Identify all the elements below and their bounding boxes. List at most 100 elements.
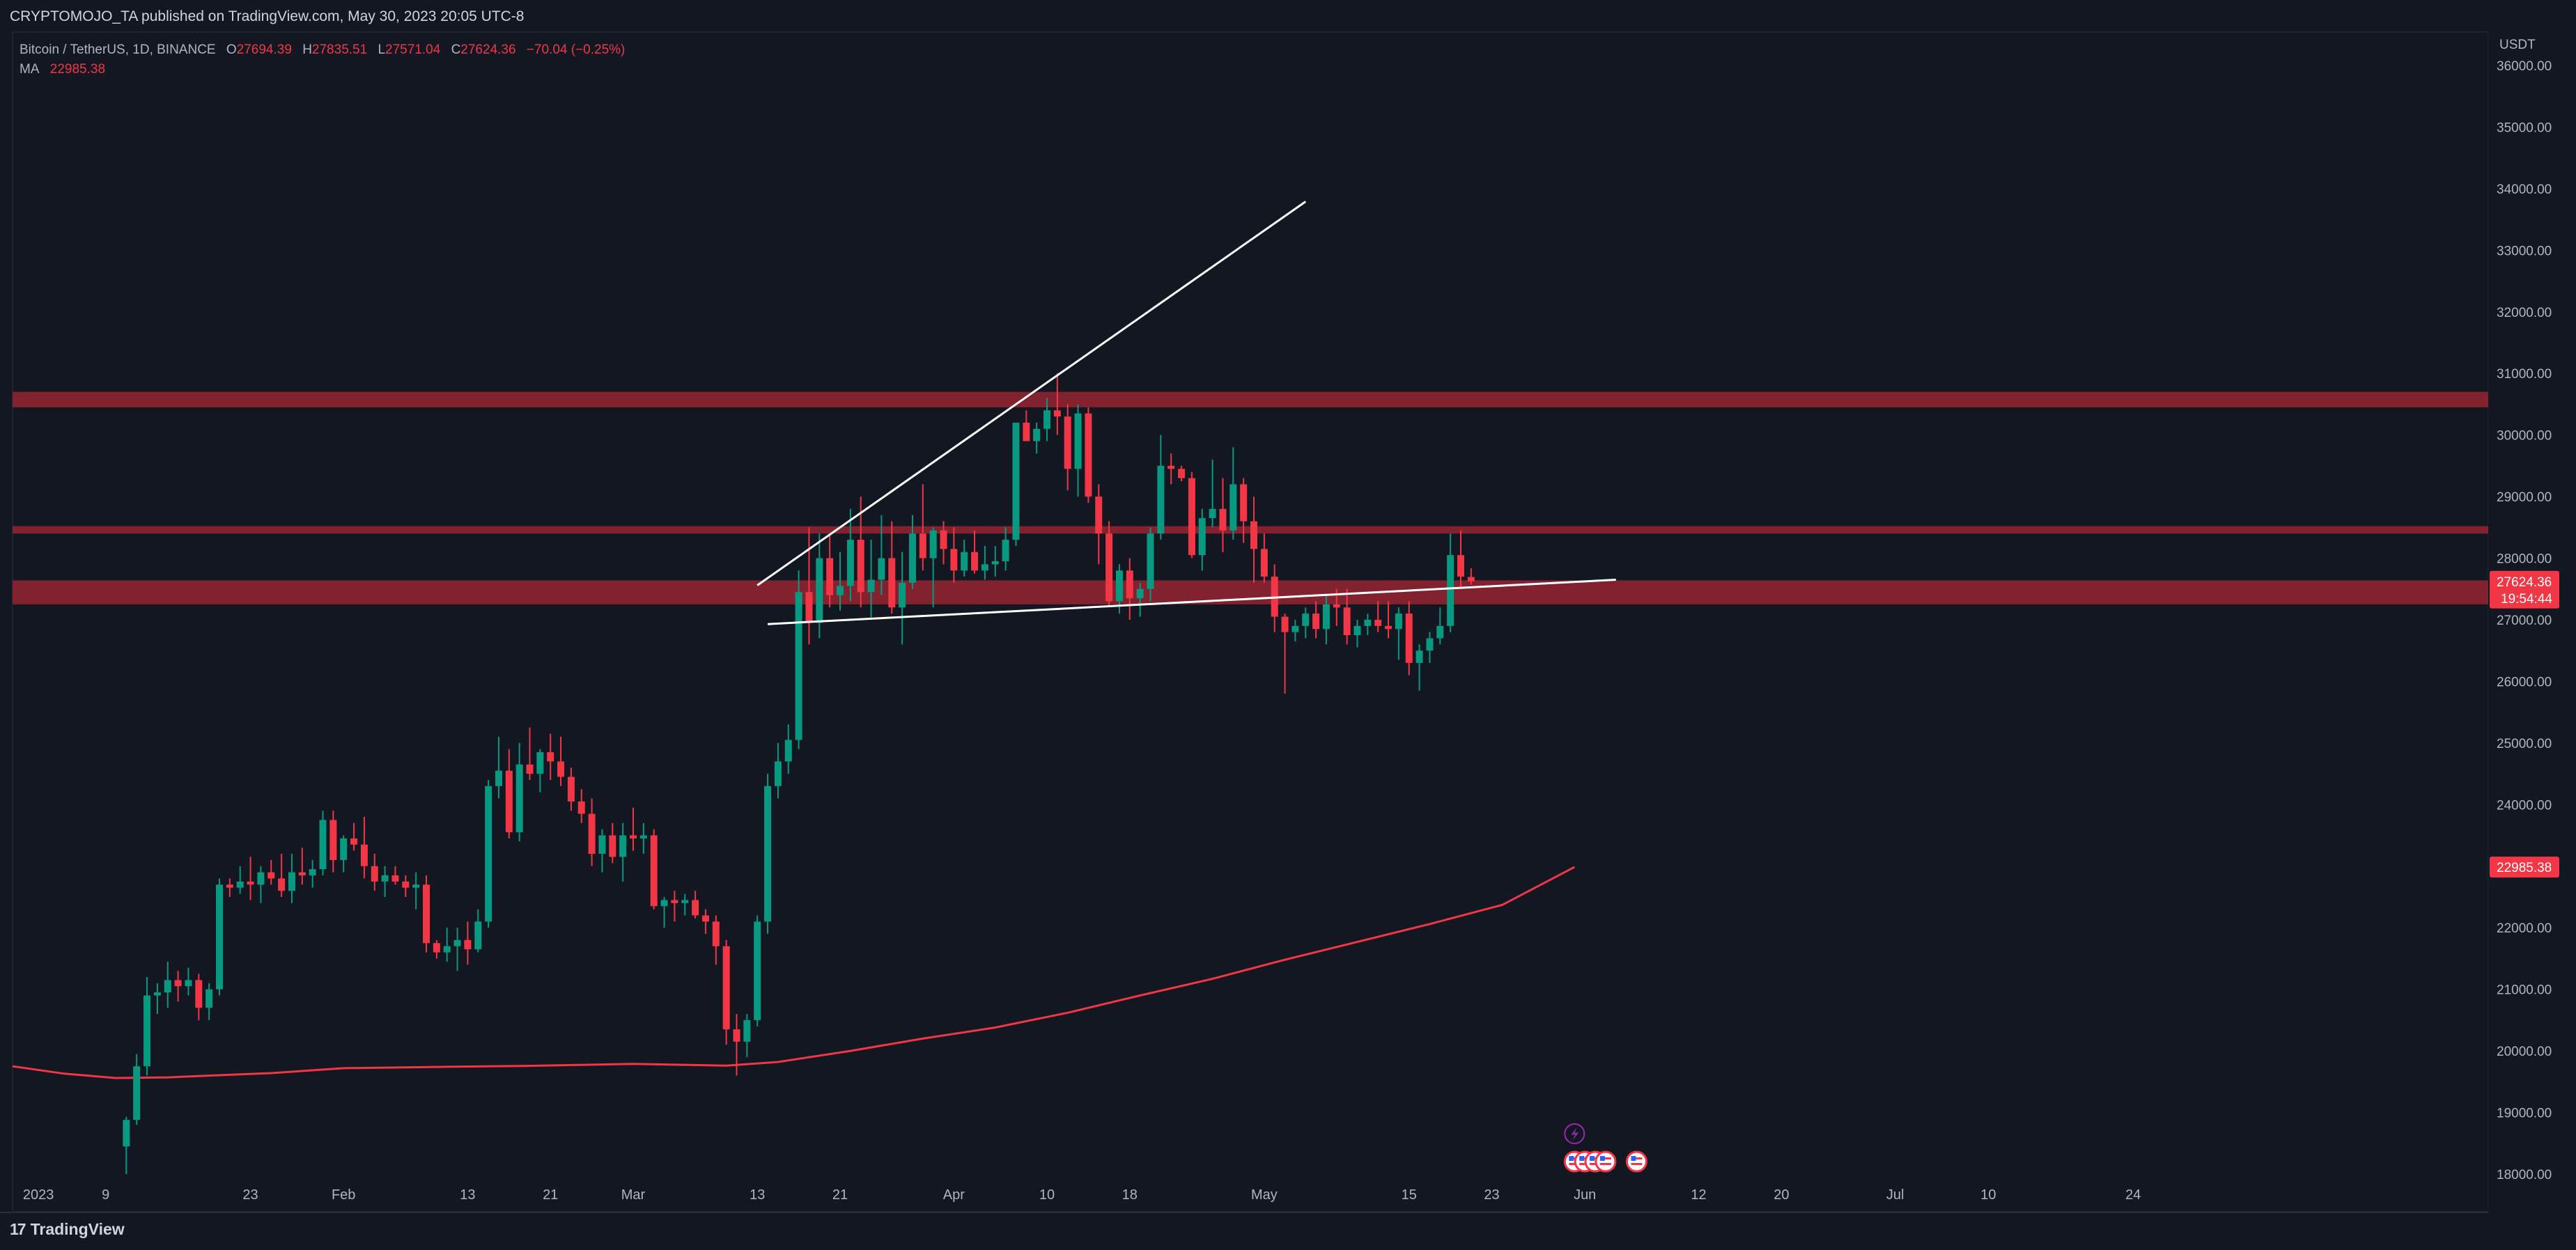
- tradingview-logo[interactable]: 17 TradingView: [10, 1220, 125, 1239]
- candle-body[interactable]: [1322, 604, 1330, 630]
- candle-body[interactable]: [630, 835, 637, 838]
- candle-body[interactable]: [412, 884, 420, 888]
- candle-body[interactable]: [1053, 410, 1061, 417]
- candle-body[interactable]: [671, 900, 678, 903]
- candle-body[interactable]: [1312, 614, 1320, 630]
- candle-body[interactable]: [1333, 604, 1340, 608]
- candle-body[interactable]: [278, 878, 286, 891]
- candle-body[interactable]: [961, 552, 968, 571]
- candle-body[interactable]: [1147, 533, 1154, 589]
- candle-body[interactable]: [1178, 469, 1186, 478]
- candle-body[interactable]: [1415, 650, 1423, 663]
- candle-body[interactable]: [536, 752, 544, 774]
- candle-body[interactable]: [309, 869, 316, 876]
- candle-body[interactable]: [547, 752, 554, 762]
- candle-body[interactable]: [681, 900, 689, 903]
- candle-body[interactable]: [991, 561, 999, 565]
- candle-body[interactable]: [919, 533, 926, 558]
- candle-body[interactable]: [660, 900, 668, 907]
- candle-body[interactable]: [567, 776, 575, 802]
- candle-body[interactable]: [143, 995, 151, 1067]
- candle-body[interactable]: [1136, 588, 1144, 599]
- candle-body[interactable]: [981, 564, 988, 571]
- candle-body[interactable]: [1198, 518, 1206, 556]
- candle-body[interactable]: [1353, 625, 1361, 636]
- candle-body[interactable]: [754, 921, 761, 1020]
- candle-body[interactable]: [1240, 484, 1248, 522]
- candle-body[interactable]: [123, 1120, 130, 1147]
- candle-body[interactable]: [164, 980, 171, 993]
- candle-body[interactable]: [1374, 620, 1382, 626]
- candle-body[interactable]: [1343, 607, 1351, 636]
- candle-body[interactable]: [1002, 540, 1009, 561]
- candle-body[interactable]: [505, 770, 513, 833]
- candle-body[interactable]: [257, 872, 265, 885]
- legend-symbol[interactable]: Bitcoin / TetherUS, 1D, BINANCE: [20, 42, 216, 57]
- candle-body[interactable]: [1043, 410, 1050, 429]
- resistance-zone-3[interactable]: [13, 580, 2488, 604]
- candle-body[interactable]: [288, 872, 295, 891]
- candle-body[interactable]: [774, 761, 782, 786]
- candle-body[interactable]: [381, 875, 389, 882]
- candle-body[interactable]: [226, 884, 233, 888]
- candle-body[interactable]: [899, 582, 906, 608]
- candle-body[interactable]: [878, 558, 885, 580]
- candle-body[interactable]: [1302, 614, 1310, 626]
- candle-body[interactable]: [598, 835, 606, 854]
- candle-body[interactable]: [1167, 465, 1175, 469]
- candle-body[interactable]: [485, 786, 492, 922]
- candle-body[interactable]: [329, 820, 337, 860]
- candle-body[interactable]: [619, 835, 627, 857]
- candle-body[interactable]: [267, 872, 275, 879]
- candle-body[interactable]: [857, 540, 864, 593]
- us-flag-icon[interactable]: [1625, 1150, 1647, 1173]
- candle-body[interactable]: [1012, 422, 1020, 540]
- candle-body[interactable]: [639, 835, 647, 838]
- candle-body[interactable]: [205, 989, 213, 1008]
- trendline-2[interactable]: [767, 579, 1616, 625]
- candle-body[interactable]: [350, 838, 358, 845]
- candle-body[interactable]: [805, 592, 813, 623]
- candle-body[interactable]: [733, 1029, 740, 1042]
- candle-body[interactable]: [1281, 616, 1289, 632]
- us-flag-icon[interactable]: [1595, 1150, 1617, 1173]
- candle-body[interactable]: [236, 881, 244, 888]
- candle-body[interactable]: [340, 838, 348, 860]
- candle-body[interactable]: [464, 939, 472, 950]
- candle-body[interactable]: [371, 866, 378, 882]
- candle-body[interactable]: [1364, 620, 1372, 626]
- candle-body[interactable]: [1157, 465, 1165, 534]
- candle-body[interactable]: [846, 540, 854, 586]
- candle-body[interactable]: [391, 875, 399, 882]
- candle-body[interactable]: [867, 579, 875, 593]
- candle-body[interactable]: [650, 835, 658, 907]
- candle-body[interactable]: [185, 980, 192, 987]
- candle-body[interactable]: [423, 884, 430, 944]
- candle-body[interactable]: [577, 801, 585, 814]
- candle-body[interactable]: [174, 980, 182, 987]
- candle-body[interactable]: [515, 764, 523, 833]
- candle-body[interactable]: [216, 884, 223, 990]
- candle-body[interactable]: [474, 921, 482, 950]
- candle-body[interactable]: [1033, 428, 1041, 442]
- candle-body[interactable]: [443, 946, 451, 953]
- candle-body[interactable]: [526, 764, 534, 774]
- resistance-zone-1[interactable]: [13, 391, 2488, 407]
- candle-body[interactable]: [1188, 478, 1195, 556]
- candle-body[interactable]: [712, 921, 720, 946]
- candle-body[interactable]: [195, 980, 203, 1008]
- candle-body[interactable]: [433, 943, 440, 953]
- candle-body[interactable]: [722, 946, 730, 1030]
- candle-body[interactable]: [950, 549, 958, 571]
- candle-body[interactable]: [1467, 577, 1475, 581]
- candle-body[interactable]: [1426, 638, 1434, 651]
- candle-body[interactable]: [1115, 570, 1123, 602]
- legend-ma-label[interactable]: MA: [20, 62, 40, 77]
- candle-body[interactable]: [1395, 614, 1402, 630]
- moving-average-line[interactable]: [12, 866, 1575, 1079]
- candle-body[interactable]: [1085, 413, 1092, 497]
- candle-body[interactable]: [557, 761, 565, 777]
- candle-body[interactable]: [1447, 555, 1454, 626]
- candle-body[interactable]: [319, 820, 327, 870]
